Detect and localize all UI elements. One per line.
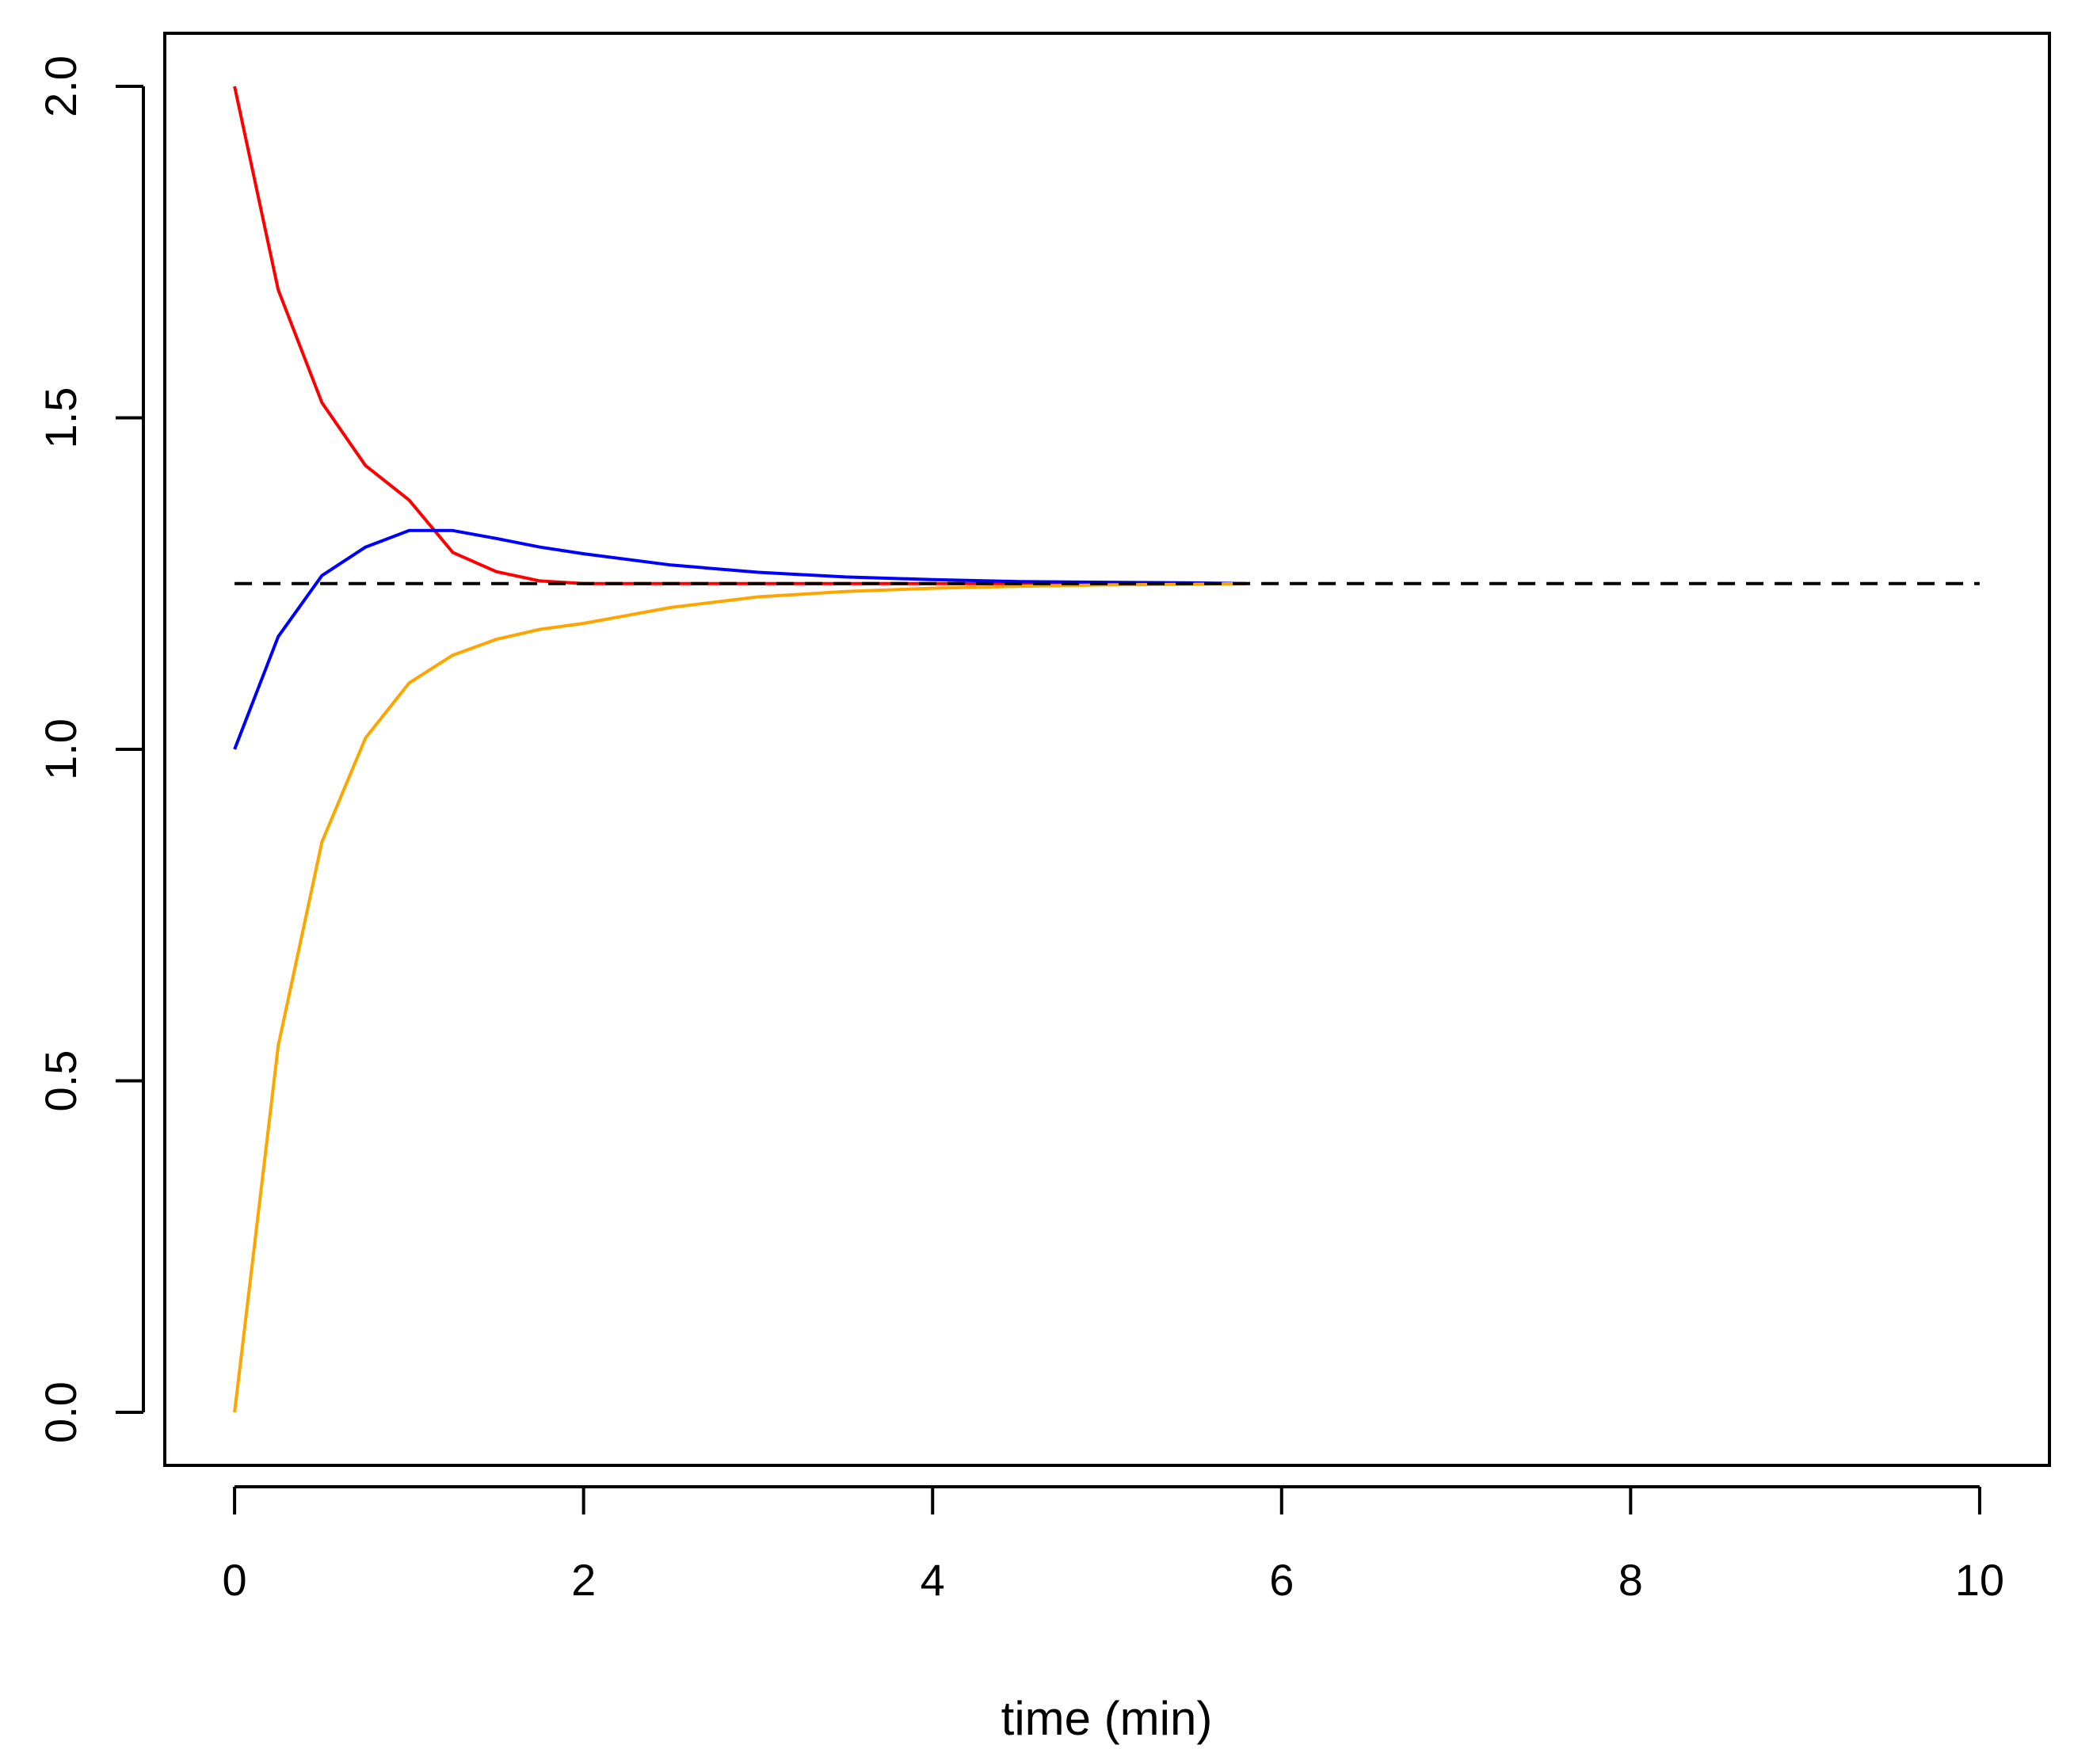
y-tick-label: 0.0 — [36, 1381, 86, 1443]
x-axis: 0 2 4 6 8 10 — [223, 1485, 2004, 1605]
series-line-3 — [233, 581, 1247, 1413]
x-tick-label: 4 — [921, 1555, 945, 1605]
series-line-1 — [233, 86, 1247, 585]
x-tick-label: 0 — [223, 1555, 247, 1605]
series-line-2 — [233, 528, 1247, 750]
y-tick-label: 2.0 — [36, 55, 86, 117]
y-axis: 0.0 0.5 1.0 1.5 2.0 — [36, 55, 145, 1443]
y-tick-label: 0.5 — [36, 1050, 86, 1112]
series-layer — [233, 86, 1980, 1413]
x-axis-title: time (min) — [1001, 1692, 1213, 1745]
x-tick-label: 6 — [1269, 1555, 1294, 1605]
x-tick-label: 10 — [1955, 1555, 2004, 1605]
y-tick-label: 1.5 — [36, 387, 86, 449]
y-tick-label: 1.0 — [36, 718, 86, 780]
x-tick-label: 2 — [571, 1555, 596, 1605]
plot-frame — [163, 32, 2051, 1467]
x-tick-label: 8 — [1618, 1555, 1643, 1605]
